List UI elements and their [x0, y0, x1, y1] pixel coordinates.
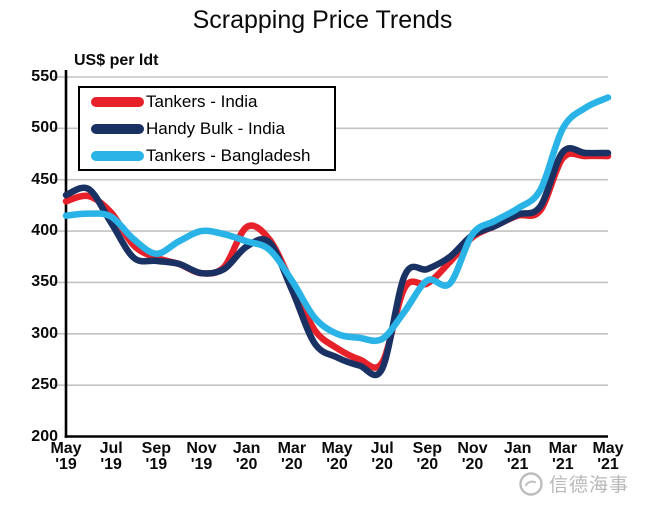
y-tick-label: 250 [31, 376, 58, 394]
legend-item: Tankers - India [80, 89, 334, 115]
x-tick-label: May '21 [592, 440, 624, 473]
watermark: 信德海事 [518, 470, 629, 497]
x-tick-label: May '20 [321, 440, 353, 473]
y-tick-label: 450 [31, 170, 58, 188]
chart-title: Scrapping Price Trends [192, 6, 453, 34]
legend-item: Handy Bulk - India [80, 116, 334, 142]
y-tick-label: 550 [31, 68, 58, 85]
y-tick-label: 400 [31, 222, 58, 240]
series-line-handy-bulk-india [62, 145, 612, 379]
x-tick-label: Sep '20 [412, 440, 442, 473]
x-tick-label: Jul '20 [370, 440, 394, 473]
y-axis-unit-label: US$ per ldt [74, 52, 159, 69]
x-tick-label: Jul '19 [99, 440, 123, 473]
watermark-text: 信德海事 [549, 475, 630, 496]
series-line-tankers-bangladesh [62, 94, 612, 345]
x-tick-label: Nov '19 [186, 440, 217, 473]
legend-label: Tankers - Bangladesh [146, 145, 311, 165]
y-tick-label: 500 [31, 119, 58, 137]
x-tick-label: Jan '20 [232, 440, 261, 473]
legend-label: Handy Bulk - India [146, 118, 285, 138]
x-tick-label: Sep '19 [141, 440, 171, 473]
watermark-logo-icon [518, 471, 544, 497]
legend-item: Tankers - Bangladesh [80, 143, 334, 169]
legend-swatch [91, 123, 144, 134]
legend-label: Tankers - India [146, 91, 258, 111]
y-tick-label: 350 [31, 273, 58, 291]
y-tick-label: 200 [31, 427, 58, 445]
x-tick-label: Jan '21 [503, 440, 532, 473]
y-tick-label: 300 [31, 324, 58, 342]
legend-swatch [91, 96, 144, 107]
x-tick-label: Mar '21 [548, 440, 578, 473]
x-tick-label: May '19 [50, 440, 82, 473]
x-tick-label: Mar '20 [277, 440, 307, 473]
legend-swatch [91, 150, 144, 161]
x-tick-label: Nov '20 [457, 440, 488, 473]
chart-legend: Tankers - India Handy Bulk - India Tankers… [78, 86, 336, 171]
